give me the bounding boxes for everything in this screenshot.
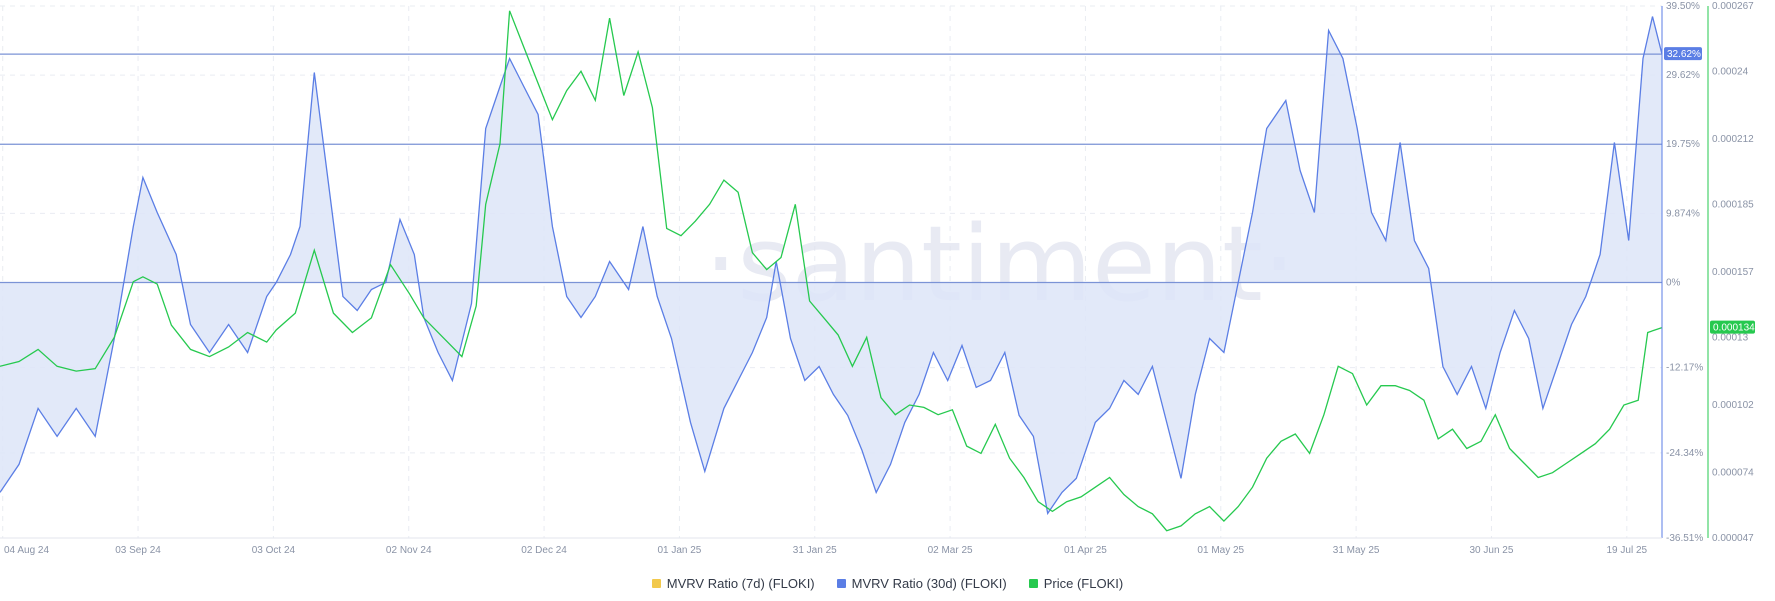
x-tick-label: 01 Jan 25 — [657, 545, 701, 556]
mvrv-tick-label: 29.62% — [1666, 70, 1700, 81]
price-tick-label: 0.000102 — [1712, 400, 1754, 411]
x-tick-label: 03 Oct 24 — [252, 545, 296, 556]
price-axis-ticks: 0.000267 0.00024 0.000212 0.000185 0.000157 0… — [1712, 1, 1754, 544]
legend-swatch-mvrv-30d — [836, 578, 846, 588]
legend: MVRV Ratio (7d) (FLOKI) MVRV Ratio (30d)… — [0, 572, 1775, 594]
price-tick-label: 0.00024 — [1712, 66, 1749, 77]
mvrv-price-chart: ·santiment· 04 Aug 24 03 Sep 24 03 Oct 24 0… — [0, 1, 1755, 556]
price-tick-label: 0.000212 — [1712, 134, 1754, 145]
price-tick-label: 0.000185 — [1712, 199, 1754, 210]
price-tick-label: 0.000267 — [1712, 1, 1754, 12]
mvrv-tick-label: -36.51% — [1666, 533, 1703, 544]
price-current-badge — [1710, 320, 1755, 334]
mvrv-30d-area — [0, 16, 1662, 514]
legend-label-mvrv-30d: MVRV Ratio (30d) (FLOKI) — [851, 575, 1007, 591]
x-tick-label: 02 Dec 24 — [521, 545, 567, 556]
price-tick-label: 0.000047 — [1712, 533, 1754, 544]
x-axis-ticks: 04 Aug 24 03 Sep 24 03 Oct 24 02 Nov 24 02 D… — [4, 545, 1648, 556]
x-tick-label: 02 Nov 24 — [386, 545, 432, 556]
mvrv-current-badge-label: 32.62% — [1667, 49, 1701, 60]
mvrv-current-badge — [1664, 47, 1702, 61]
mvrv-30d-line — [0, 16, 1663, 516]
x-tick-label: 31 Jan 25 — [793, 545, 837, 556]
x-tick-label: 31 May 25 — [1333, 545, 1380, 556]
mvrv-tick-label: 39.50% — [1666, 1, 1700, 12]
x-tick-label: 01 Apr 25 — [1064, 545, 1107, 556]
series-layer — [0, 10, 1663, 532]
mvrv-axis-ticks: 39.50% 29.62% 19.75% 9.874% 0% -12.17% -24.34%… — [1666, 1, 1703, 544]
price-tick-label: 0.00013 — [1712, 332, 1749, 343]
axes — [0, 6, 1709, 539]
legend-item-mvrv-30d[interactable]: MVRV Ratio (30d) (FLOKI) — [836, 575, 1007, 591]
x-tick-label: 02 Mar 25 — [928, 545, 973, 556]
legend-item-mvrv-7d[interactable]: MVRV Ratio (7d) (FLOKI) — [651, 575, 815, 591]
mvrv-tick-label: 19.75% — [1666, 139, 1700, 150]
x-tick-label: 04 Aug 24 — [4, 545, 49, 556]
legend-swatch-price — [1028, 578, 1038, 588]
legend-swatch-mvrv-7d — [651, 578, 661, 588]
x-tick-label: 01 May 25 — [1197, 545, 1244, 556]
price-line — [0, 10, 1663, 532]
x-tick-label: 30 Jun 25 — [1470, 545, 1514, 556]
x-tick-label: 03 Sep 24 — [115, 545, 161, 556]
price-tick-label: 0.000074 — [1712, 468, 1754, 479]
mvrv-tick-label: 0% — [1666, 277, 1681, 288]
mvrv-tick-label: 9.874% — [1666, 208, 1700, 219]
price-tick-label: 0.000157 — [1712, 267, 1754, 278]
mvrv-tick-label: -12.17% — [1666, 363, 1703, 374]
x-tick-label: 19 Jul 25 — [1607, 545, 1648, 556]
current-value-badges: 32.62% 0.000134 — [1664, 47, 1755, 334]
mvrv-tick-label: -24.34% — [1666, 448, 1703, 459]
legend-label-price: Price (FLOKI) — [1043, 575, 1124, 591]
price-current-badge-label: 0.000134 — [1713, 323, 1755, 334]
legend-item-price[interactable]: Price (FLOKI) — [1028, 575, 1124, 591]
legend-label-mvrv-7d: MVRV Ratio (7d) (FLOKI) — [666, 575, 815, 591]
